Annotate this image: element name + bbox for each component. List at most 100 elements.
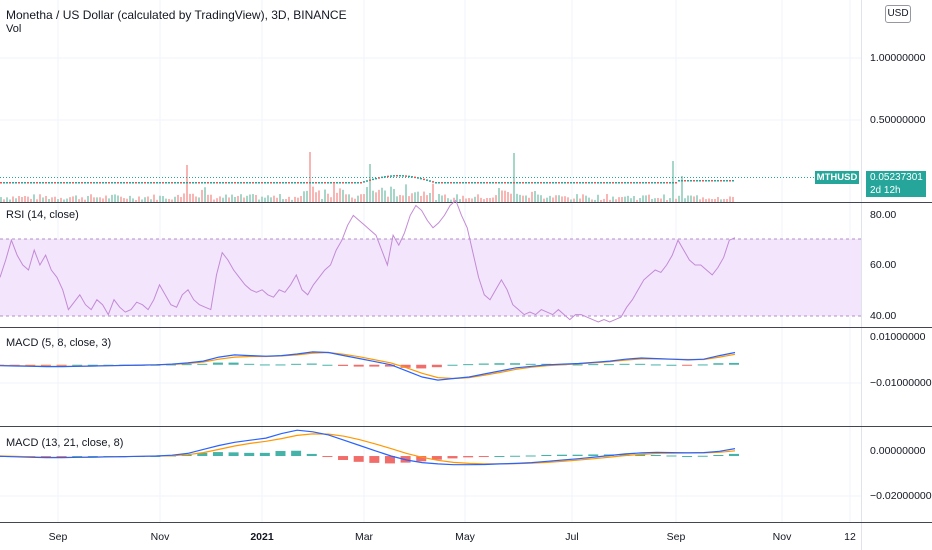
volume-bar (33, 194, 35, 202)
volume-bar (27, 196, 29, 202)
macd1-tick: −0.01000000 (870, 377, 932, 389)
volume-bar (372, 190, 374, 202)
volume-bar (405, 184, 407, 202)
macd-histogram-bar (56, 456, 67, 458)
volume-bar (279, 194, 281, 202)
macd-histogram-bar (275, 451, 286, 457)
volume-bar (129, 195, 131, 202)
price-candle (630, 182, 632, 184)
volume-bar (582, 194, 584, 202)
rsi-label: RSI (14, close) (6, 209, 79, 221)
volume-bar (402, 195, 404, 202)
volume-bar (459, 199, 461, 202)
price-candle (159, 182, 161, 184)
time-tick: May (455, 531, 475, 543)
macd-histogram-bar (56, 364, 67, 366)
volume-bar (393, 189, 395, 202)
volume-bar (516, 193, 518, 202)
currency-button[interactable]: USD (885, 5, 911, 23)
volume-bar (96, 197, 98, 202)
macd-histogram-bar (541, 454, 552, 457)
time-tick: 2021 (250, 531, 274, 543)
price-candle (717, 180, 719, 182)
macd-histogram-bar (228, 362, 239, 365)
price-candle (567, 182, 569, 184)
volume-bar (114, 194, 116, 202)
volume-bar (306, 190, 308, 202)
price-candle (297, 182, 299, 184)
macd-histogram-bar (181, 364, 192, 366)
volume-bar (294, 196, 296, 202)
price-candle (165, 182, 167, 184)
price-candle (102, 182, 104, 184)
volume-bar (213, 199, 215, 202)
price-candle (669, 182, 671, 184)
price-candle (342, 182, 344, 184)
price-candle (573, 182, 575, 184)
macd-histogram-bar (87, 364, 98, 366)
time-tick: 12 (844, 531, 856, 543)
volume-bar (171, 199, 173, 202)
price-candle (645, 182, 647, 184)
macd-histogram-bar (338, 456, 349, 460)
volume-bar (366, 187, 368, 202)
price-candle (252, 182, 254, 184)
volume-bar (123, 198, 125, 202)
macd-histogram-bar (212, 362, 223, 365)
volume-bar (246, 195, 248, 202)
volume-bar (363, 194, 365, 202)
price-candle (579, 182, 581, 184)
macd-histogram-bar (212, 452, 223, 457)
volume-bar (570, 199, 572, 202)
volume-bar (12, 196, 14, 202)
price-candle (156, 182, 158, 184)
volume-bar (51, 197, 53, 202)
price-candle (21, 182, 23, 184)
volume-bar (75, 195, 77, 202)
volume-bar (270, 197, 272, 202)
macd-histogram-bar (525, 363, 536, 365)
volume-bar (525, 195, 527, 202)
price-candle (30, 182, 32, 184)
price-candle (183, 182, 185, 184)
volume-bar (708, 198, 710, 202)
volume-bar (54, 196, 56, 202)
volume-bar (444, 194, 446, 202)
volume-bar (117, 195, 119, 202)
price-candle (534, 182, 536, 184)
volume-bar (267, 195, 269, 202)
macd-histogram-bar (650, 454, 661, 457)
price-candle (51, 182, 53, 184)
macd-histogram-bar (697, 364, 708, 366)
volume-bar (666, 199, 668, 202)
macd-histogram-bar (322, 456, 333, 458)
price-candle (570, 182, 572, 184)
macd-histogram-bar (447, 364, 458, 366)
price-candle (621, 182, 623, 184)
price-candle (57, 182, 59, 184)
volume-bar (249, 194, 251, 202)
volume-bar (375, 192, 377, 202)
volume-bar (228, 197, 230, 202)
macd-histogram-bar (384, 364, 395, 367)
price-candle (399, 175, 401, 177)
volume-bar (408, 196, 410, 202)
price-candle (501, 182, 503, 184)
price-candle (276, 182, 278, 184)
macd-histogram-bar (228, 452, 239, 457)
volume-bar (438, 194, 440, 202)
price-candle (213, 182, 215, 184)
symbol-badge: MTHUSD (815, 171, 859, 184)
macd-histogram-bar (510, 455, 521, 457)
price-candle (345, 182, 347, 184)
price-candle (201, 182, 203, 184)
price-candle (429, 180, 431, 182)
macd-histogram-bar (463, 364, 474, 366)
macd2-tick: 0.00000000 (870, 445, 926, 457)
last-price-box: 0.05237301 2d 12h (866, 171, 926, 197)
chart-title: Monetha / US Dollar (calculated by Tradi… (6, 8, 347, 22)
volume-bar (120, 196, 122, 202)
volume-bar (351, 197, 353, 202)
price-candle (417, 177, 419, 179)
